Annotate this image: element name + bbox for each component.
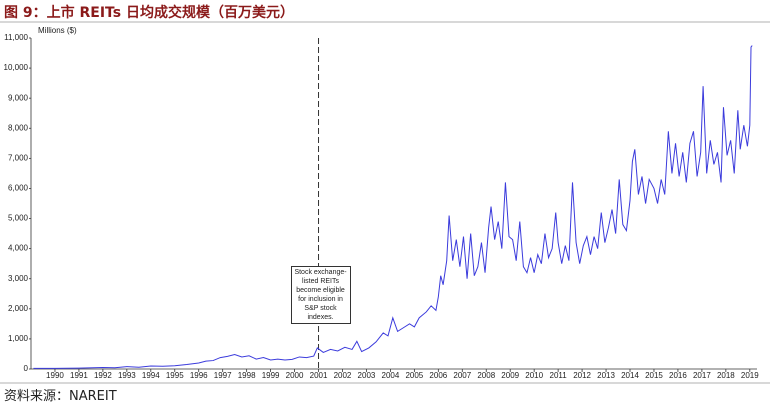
annotation: Stock exchange-listed REITs become eligi… xyxy=(290,266,351,324)
x-tick-label: 2017 xyxy=(693,371,711,380)
x-tick-label: 2000 xyxy=(286,371,304,380)
x-tick-label: 1997 xyxy=(214,371,232,380)
x-tick-label: 2003 xyxy=(358,371,376,380)
y-tick-label: 0 xyxy=(24,364,29,373)
x-tick-label: 1994 xyxy=(142,371,160,380)
x-tick-label: 2013 xyxy=(597,371,615,380)
x-tick-label: 1996 xyxy=(190,371,208,380)
y-tick-label: 11,000 xyxy=(4,33,28,42)
y-tick-label: 8,000 xyxy=(8,123,29,132)
x-tick-label: 1995 xyxy=(166,371,184,380)
x-tick-label: 2010 xyxy=(525,371,543,380)
y-tick-label: 1,000 xyxy=(8,334,29,343)
x-tick-label: 2014 xyxy=(621,371,639,380)
x-tick-label: 2006 xyxy=(429,371,447,380)
x-tick-label: 2016 xyxy=(669,371,687,380)
y-tick-label: 3,000 xyxy=(8,274,29,283)
y-tick-label: 9,000 xyxy=(8,93,29,102)
y-tick-label: 7,000 xyxy=(8,153,29,162)
x-tick-label: 2002 xyxy=(334,371,352,380)
x-tick-label: 2011 xyxy=(550,371,568,380)
x-tick-label: 1999 xyxy=(262,371,280,380)
x-tick-label: 1998 xyxy=(238,371,256,380)
x-tick-label: 2009 xyxy=(501,371,519,380)
x-tick-label: 1992 xyxy=(94,371,112,380)
y-tick-label: 6,000 xyxy=(8,184,29,193)
y-tick-label: 4,000 xyxy=(8,244,29,253)
x-tick-label: 2008 xyxy=(477,371,495,380)
x-tick-label: 2001 xyxy=(310,371,328,380)
data-line xyxy=(33,45,753,369)
y-axis-label: Millions ($) xyxy=(38,26,77,35)
x-tick-label: 1991 xyxy=(70,371,88,380)
title: 图 9：上市 REITs 日均成交规模（百万美元） xyxy=(4,5,294,21)
y-tick-label: 10,000 xyxy=(4,63,29,72)
x-tick-label: 2019 xyxy=(741,371,759,380)
x-tick-label: 2005 xyxy=(405,371,423,380)
x-tick-label: 2015 xyxy=(645,371,663,380)
x-tick-label: 2004 xyxy=(382,371,400,380)
source: 资料来源：NAREIT xyxy=(4,389,117,404)
x-tick-label: 2012 xyxy=(573,371,591,380)
x-tick-label: 2018 xyxy=(717,371,735,380)
y-tick-label: 5,000 xyxy=(8,214,29,223)
y-tick-label: 2,000 xyxy=(8,304,29,313)
x-tick-label: 2007 xyxy=(453,371,471,380)
x-tick-label: 1990 xyxy=(46,371,64,380)
x-tick-label: 1993 xyxy=(118,371,136,380)
